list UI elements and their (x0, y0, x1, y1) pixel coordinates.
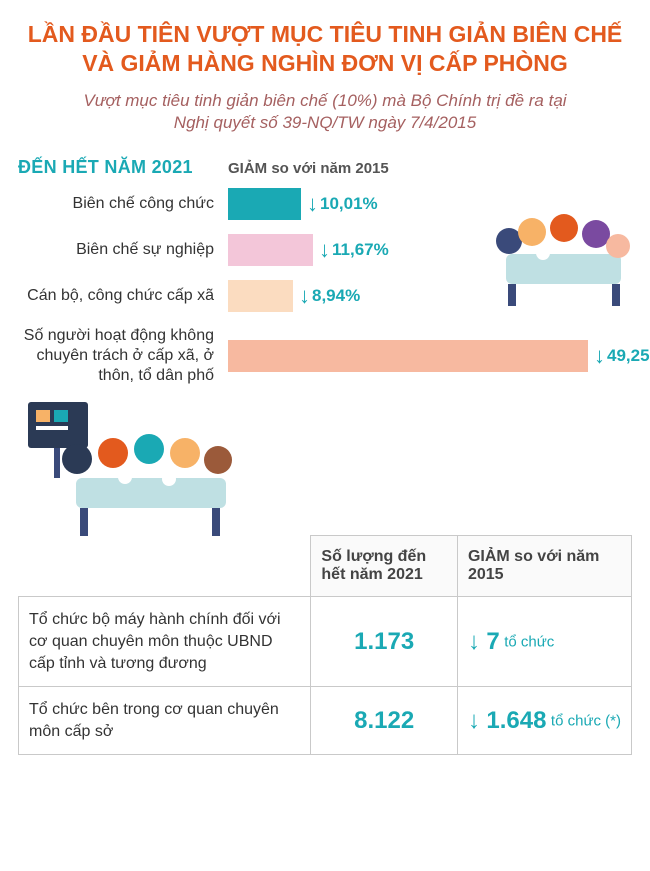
bar-row: Số người hoạt động không chuyên trách ở … (18, 326, 632, 386)
bar-area: ↓10,01% (228, 188, 632, 220)
down-arrow-icon: ↓ (468, 630, 480, 654)
title-line-2: VÀ GIẢM HÀNG NGHÌN ĐƠN VỊ CẤP PHÒNG (82, 50, 568, 76)
bar-row: Biên chế công chức ↓10,01% (18, 188, 632, 220)
bar-value: ↓10,01% (307, 193, 378, 215)
table-row-label: Tổ chức bộ máy hành chính đối với cơ qua… (19, 597, 311, 687)
bar-fill (228, 188, 301, 220)
reduction-number: 1.648 (486, 707, 546, 734)
bar-area: ↓8,94% (228, 280, 632, 312)
down-arrow-icon: ↓ (319, 239, 330, 261)
bar-value: ↓8,94% (299, 285, 360, 307)
table-head-reduction: GIẢM so với năm 2015 (457, 536, 631, 597)
reduction-number: 7 (486, 628, 499, 655)
bar-fill (228, 234, 313, 266)
table-row: Tổ chức bộ máy hành chính đối với cơ qua… (19, 597, 632, 687)
table-head-count: Số lượng đến hết năm 2021 (311, 536, 458, 597)
reduction-unit: tổ chức (*) (551, 712, 621, 729)
bar-label: Cán bộ, công chức cấp xã (18, 286, 228, 306)
bar-label: Biên chế sự nghiệp (18, 240, 228, 260)
reduction-unit: tổ chức (504, 633, 554, 650)
org-table: Số lượng đến hết năm 2021 GIẢM so với nă… (18, 535, 632, 755)
bar-row: Cán bộ, công chức cấp xã ↓8,94% (18, 280, 632, 312)
table-head-empty (19, 536, 311, 597)
down-arrow-icon: ↓ (594, 345, 605, 367)
bar-value: ↓49,25% (594, 345, 650, 367)
down-arrow-icon: ↓ (299, 285, 310, 307)
bar-label: Số người hoạt động không chuyên trách ở … (18, 326, 228, 386)
bar-head-left: ĐẾN HẾT NĂM 2021 (18, 157, 228, 178)
table-row-count: 1.173 (311, 597, 458, 687)
main-title: LẦN ĐẦU TIÊN VƯỢT MỤC TIÊU TINH GIẢN BIÊ… (18, 20, 632, 78)
bar-head-right: GIẢM so với năm 2015 (228, 160, 389, 177)
table-row: Tổ chức bên trong cơ quan chuyên môn cấp… (19, 687, 632, 755)
bar-area: ↓11,67% (228, 234, 632, 266)
down-arrow-icon: ↓ (468, 709, 480, 733)
bar-section-header: ĐẾN HẾT NĂM 2021 GIẢM so với năm 2015 (18, 157, 632, 178)
bar-fill (228, 340, 588, 372)
bar-label: Biên chế công chức (18, 194, 228, 214)
bar-value: ↓11,67% (319, 239, 389, 261)
bar-area: ↓49,25% (228, 340, 650, 372)
subtitle-line-1: Vượt mục tiêu tinh giản biên chế (10%) m… (83, 91, 566, 110)
table-row-label: Tổ chức bên trong cơ quan chuyên môn cấp… (19, 687, 311, 755)
bar-chart: Biên chế công chức ↓10,01% Biên chế sự ngh… (18, 188, 632, 386)
subtitle-line-2: Nghị quyết số 39-NQ/TW ngày 7/4/2015 (174, 113, 476, 132)
meeting-illustration-2 (22, 396, 247, 541)
down-arrow-icon: ↓ (307, 193, 318, 215)
table-row-reduction: ↓ 1.648 tổ chức (*) (457, 687, 631, 755)
bar-fill (228, 280, 293, 312)
table-row-count: 8.122 (311, 687, 458, 755)
subtitle: Vượt mục tiêu tinh giản biên chế (10%) m… (18, 90, 632, 136)
table-row-reduction: ↓ 7 tổ chức (457, 597, 631, 687)
bar-row: Biên chế sự nghiệp ↓11,67% (18, 234, 632, 266)
title-line-1: LẦN ĐẦU TIÊN VƯỢT MỤC TIÊU TINH GIẢN BIÊ… (28, 21, 623, 47)
